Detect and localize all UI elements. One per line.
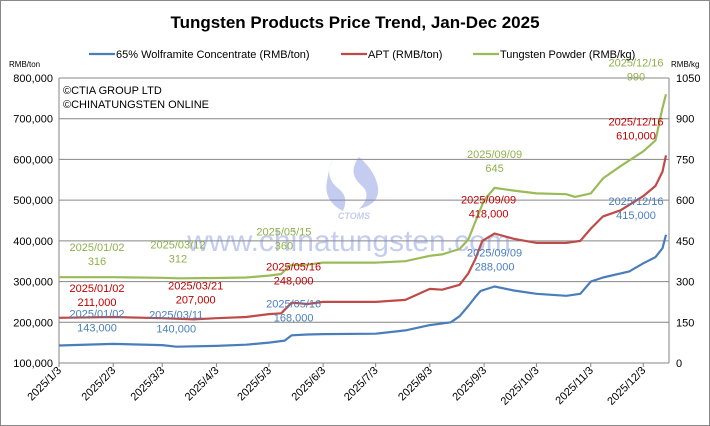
- watermark-logo-text: CTOMS: [338, 211, 370, 221]
- y-right-tick-label: 900: [676, 114, 694, 126]
- data-label-date: 2025/12/16: [608, 57, 663, 69]
- y-right-tick-label: 0: [676, 358, 682, 370]
- data-label-value: 143,000: [77, 322, 117, 334]
- data-label-date: 2025/09/09: [461, 195, 516, 207]
- y-left-tick-label: 100,000: [13, 358, 53, 370]
- x-tick-label: 2025/1/3: [25, 365, 64, 404]
- data-label-date: 2025/01/02: [69, 242, 124, 254]
- y-right-tick-label: 450: [676, 236, 694, 248]
- data-label-value: 168,000: [274, 312, 314, 324]
- watermark-url: www.chinatungsten.com: [186, 225, 511, 258]
- watermark-logo-icon-part: [353, 157, 379, 209]
- data-label-date: 2025/05/15: [256, 226, 311, 238]
- y-left-tick-label: 300,000: [13, 277, 53, 289]
- series-line-0: [58, 234, 668, 348]
- y-right-tick-label: 750: [676, 154, 694, 166]
- data-label-date: 2025/01/02: [69, 308, 124, 320]
- y-left-tick-label: 500,000: [13, 195, 53, 207]
- y-left-tick-label: 600,000: [13, 154, 53, 166]
- data-label-value: 415,000: [616, 210, 656, 222]
- data-label-value: 418,000: [469, 209, 509, 221]
- copyright-line-1: ©CTIA GROUP LTD: [63, 85, 162, 97]
- y-left-tick-label: 400,000: [13, 236, 53, 248]
- data-label-value: 288,000: [475, 261, 515, 273]
- y-right-unit: RMB/kg: [671, 60, 699, 69]
- data-label-date: 2025/09/09: [467, 149, 522, 161]
- series-line-2: [59, 94, 668, 280]
- y-right-tick-label: 300: [676, 277, 694, 289]
- data-label-value: 316: [88, 256, 106, 268]
- data-label-date: 2025/09/09: [467, 247, 522, 259]
- data-label-value: 248,000: [274, 276, 314, 288]
- y-left-unit: RMB/ton: [9, 60, 40, 69]
- y-right-tick-label: 600: [676, 195, 694, 207]
- data-label-date: 2025/03/12: [150, 239, 205, 251]
- data-label-value: 610,000: [616, 130, 656, 142]
- data-label-value: 312: [169, 253, 187, 265]
- data-label-date: 2025/03/11: [149, 310, 203, 322]
- x-tick-label: 2025/10/3: [499, 365, 542, 408]
- watermark-logo-icon: [326, 159, 346, 211]
- y-left-tick-label: 200,000: [13, 317, 53, 329]
- data-label-value: 211,000: [78, 297, 117, 309]
- x-tick-label: 2025/11/3: [553, 365, 596, 408]
- data-label-value: 140,000: [156, 324, 196, 336]
- data-label-date: 2025/03/21: [168, 280, 223, 292]
- x-tick-label: 2025/4/3: [183, 365, 222, 404]
- legend-label: Tungsten Powder (RMB/kg): [500, 49, 635, 61]
- y-left-tick-label: 800,000: [13, 73, 53, 85]
- data-label-date: 2025/05/16: [266, 298, 321, 310]
- watermark: CTOMS www.chinatungsten.com: [186, 157, 511, 258]
- x-tick-label: 2025/7/3: [342, 365, 381, 404]
- data-label-value: 207,000: [176, 294, 216, 306]
- x-tick-label: 2025/8/3: [396, 365, 435, 404]
- series-line-1: [58, 155, 668, 321]
- x-tick-label: 2025/9/3: [450, 365, 489, 404]
- y-right-tick-label: 1050: [676, 73, 700, 85]
- x-tick-label: 2025/12/3: [605, 365, 648, 408]
- x-tick-label: 2025/6/3: [289, 365, 328, 404]
- legend-label: APT (RMB/ton): [368, 49, 442, 61]
- copyright-line-2: ©CHINATUNGSTEN ONLINE: [63, 99, 209, 111]
- y-left-tick-label: 700,000: [13, 114, 53, 126]
- chart-title: Tungsten Products Price Trend, Jan-Dec 2…: [170, 13, 539, 32]
- data-label-value: 990: [627, 71, 645, 83]
- y-right-tick-label: 150: [676, 317, 694, 329]
- data-label-date: 2025/05/16: [266, 262, 321, 274]
- data-label-value: 645: [485, 163, 503, 175]
- data-label-value: 360: [275, 240, 293, 252]
- x-tick-label: 2025/3/3: [129, 365, 168, 404]
- data-label-date: 2025/12/16: [608, 196, 663, 208]
- data-label-date: 2025/12/16: [608, 116, 663, 128]
- data-label-date: 2025/01/02: [69, 283, 124, 295]
- x-tick-label: 2025/5/3: [235, 365, 274, 404]
- x-tick-label: 2025/2/3: [80, 365, 119, 404]
- legend-label: 65% Wolframite Concentrate (RMB/ton): [116, 49, 310, 61]
